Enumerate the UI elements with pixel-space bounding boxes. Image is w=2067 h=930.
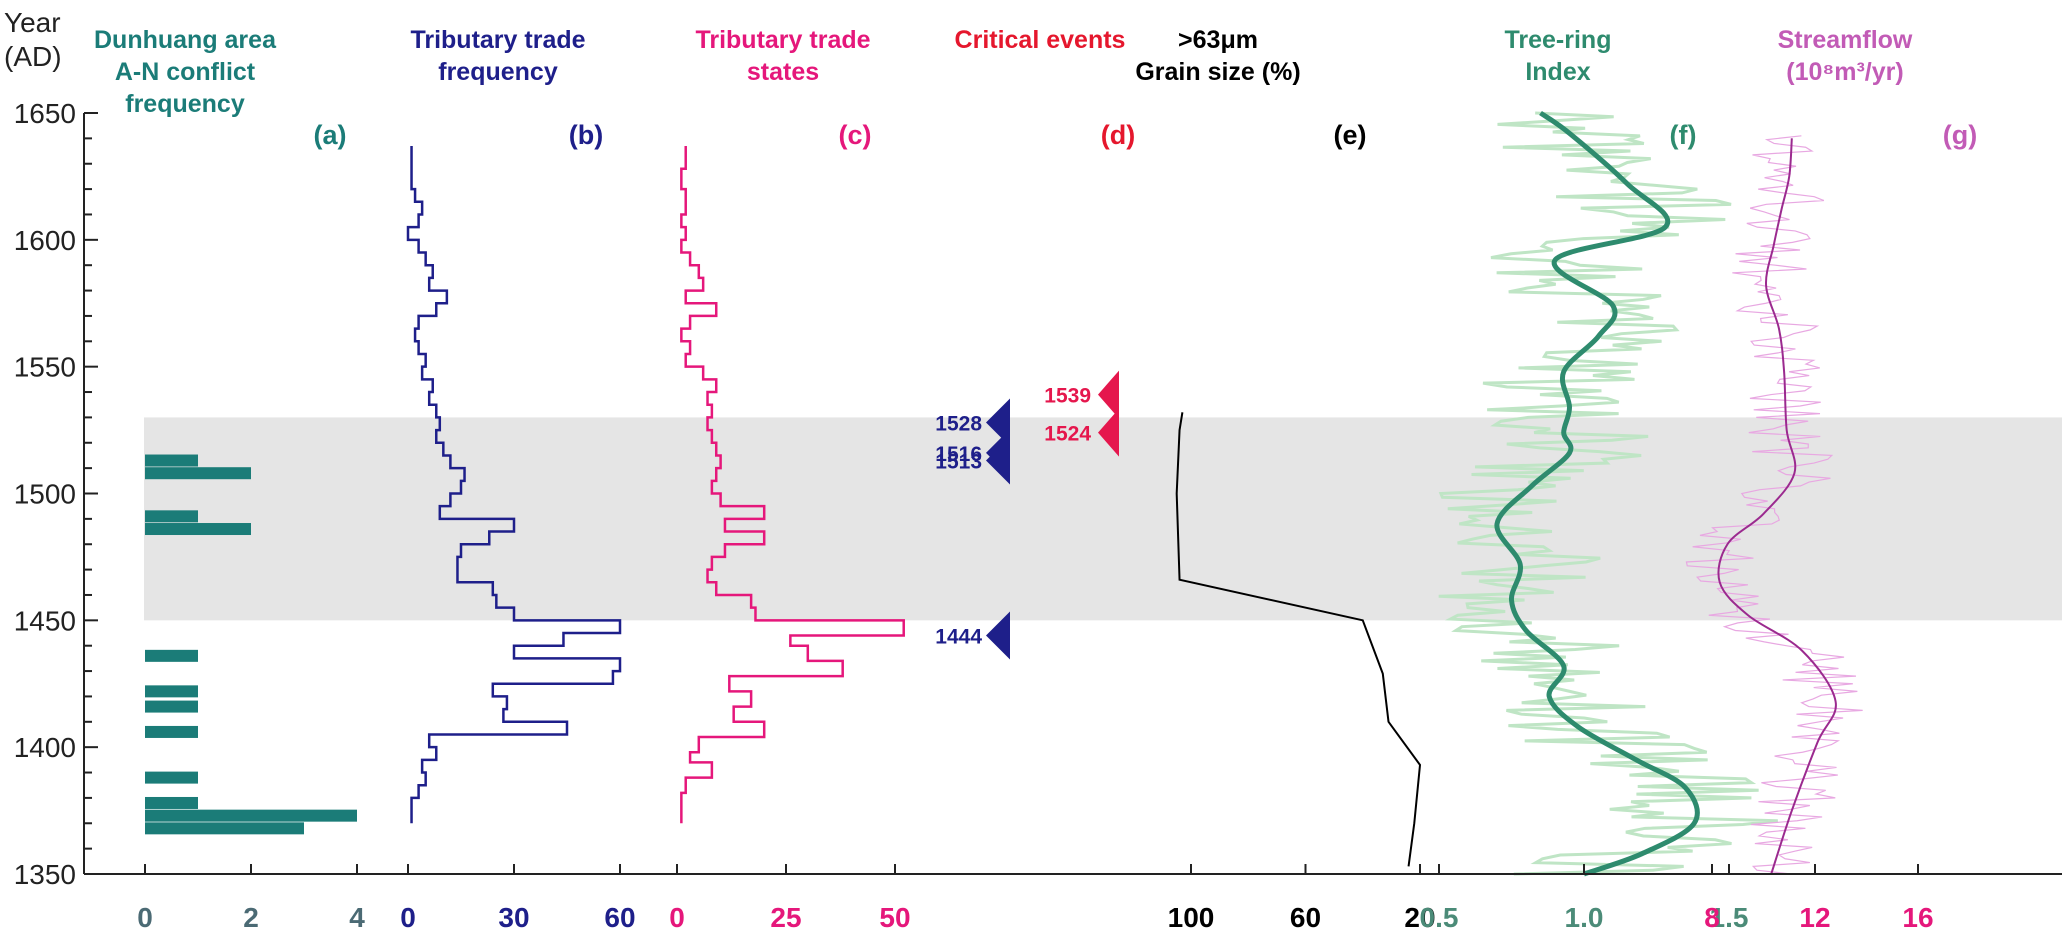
conflict-bar [145,510,198,523]
x-tick-label: 12 [1799,902,1830,930]
x-tick-label: 4 [349,902,365,930]
panel-e-letter: (e) [1334,120,1367,150]
panel-b-title: Tributary trade [410,26,585,54]
y-tick-label: 1650 [14,98,76,129]
axes: 1350 1400 1450 1500 1550 1600 1650 0 2 4 0 30 60 0 25 5… [14,98,2062,930]
panel-d-title: Critical events [955,26,1126,54]
conflict-bar [145,649,198,662]
x-tick-label: 8 [1704,902,1720,930]
panel-c-step-line [680,145,905,824]
event-label-1516: 1516 [935,443,982,466]
event-label-1528: 1528 [935,412,982,435]
x-tick-label: 1.0 [1565,902,1604,930]
y-tick-label: 1500 [14,479,76,510]
panel-g-smooth-line [1717,138,1837,875]
y-tick-label: 1350 [14,859,76,890]
panel-e-title: Grain size (%) [1135,58,1300,86]
x-tick-label: 60 [604,902,635,930]
panel-a-letter: (a) [314,120,347,150]
panel-b-step-line [406,145,622,824]
event-label-1513: 1513 [935,451,982,474]
y-tick-label: 1400 [14,732,76,763]
x-tick-label: 20 [1404,902,1435,930]
conflict-bar [145,796,198,809]
x-tick-label: 100 [1168,902,1215,930]
x-tick-label: 25 [770,902,801,930]
event-label-1539: 1539 [1044,385,1091,408]
x-tick-label: 0 [400,902,416,930]
conflict-bar [145,685,198,698]
event-marker-1524 [1098,408,1119,457]
panel-b-title: frequency [438,58,558,86]
conflict-bar [145,725,198,738]
panel-c-title: states [747,58,819,86]
x-tick-label: 16 [1902,902,1933,930]
x-tick-label: 30 [498,902,529,930]
panel-e-line [1175,412,1422,867]
x-tick-label: 60 [1290,902,1321,930]
event-label-1444: 1444 [935,626,982,649]
y-axis-label-line1: Year [4,7,61,38]
panel-g-raw-line [1685,135,1863,875]
panel-d-letter: (d) [1101,120,1135,150]
shaded-interval [144,417,2062,621]
x-tick-label: 0 [137,902,153,930]
panel-b-letter: (b) [569,120,603,150]
panel-g-title: Streamflow [1778,26,1913,54]
panel-f-smooth-line [1494,110,1700,877]
panel-e-title: >63μm [1178,26,1258,54]
conflict-bar [145,822,304,835]
x-tick-label: 0.5 [1420,902,1459,930]
panel-a-title: Dunhuang area [94,26,277,54]
panel-a-title: A-N conflict [115,58,256,86]
y-axis-label-line2: (AD) [4,41,62,72]
conflict-bar [145,700,198,713]
conflict-bar [145,771,198,784]
x-tick-label: 50 [879,902,910,930]
panel-f-title: Tree-ring [1505,26,1612,54]
event-marker-1539 [1098,370,1119,419]
conflict-bar [145,454,198,467]
panel-g-letter: (g) [1943,120,1977,150]
event-marker-1513 [986,436,1010,485]
panel-f-letter: (f) [1670,120,1697,150]
conflict-bar [145,523,251,536]
panel-lines [406,110,1863,877]
panel-c-letter: (c) [839,120,872,150]
panel-a-bars [145,454,357,835]
panel-a-title: frequency [125,90,245,118]
panel-c-title: Tributary trade [695,26,870,54]
panel-f-raw-line [1438,111,1778,876]
conflict-bar [145,467,251,480]
x-tick-label: 2 [243,902,259,930]
x-tick-label: 0 [669,902,685,930]
y-tick-label: 1450 [14,605,76,636]
event-marker-1444 [986,611,1010,660]
event-label-1524: 1524 [1044,423,1091,446]
conflict-bar [145,809,357,822]
x-tick-label: 1.5 [1710,902,1749,930]
event-marker-1528 [986,398,1010,447]
panel-g-title: (10⁸m³/yr) [1786,58,1903,86]
panel-titles: Dunhuang area A-N conflict frequency (a) Tri… [94,26,1977,150]
y-tick-label: 1600 [14,225,76,256]
panel-f-title: Index [1525,58,1590,86]
y-tick-label: 1550 [14,352,76,383]
